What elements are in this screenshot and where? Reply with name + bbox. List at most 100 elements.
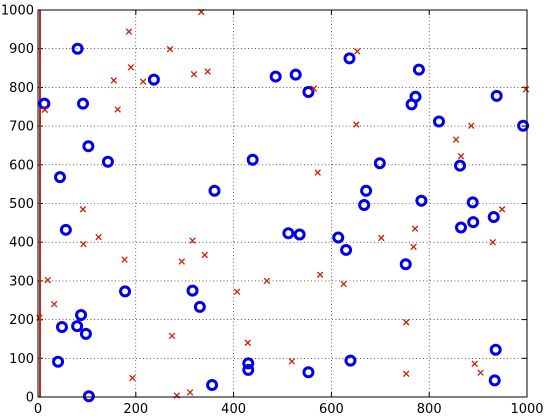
x-point [125, 28, 133, 35]
x-tick-label: 800 [417, 402, 442, 417]
x-point [316, 271, 324, 278]
circle-point [302, 86, 315, 99]
x-point [50, 300, 58, 308]
circle-point [79, 327, 92, 340]
circle-point [119, 285, 132, 298]
circle-point [289, 68, 302, 81]
circle-point [147, 73, 160, 86]
circle-point [344, 354, 357, 367]
x-point [244, 339, 252, 347]
circle-point [293, 228, 306, 241]
circle-point [432, 115, 445, 128]
x-point [471, 360, 478, 367]
x-point [477, 369, 484, 376]
axes-box [37, 9, 528, 398]
x-point [340, 280, 347, 288]
x-tick-label: 200 [123, 402, 148, 417]
circle-point [82, 140, 95, 153]
y-tick-label: 100 [9, 352, 34, 367]
x-point [114, 106, 121, 113]
y-tick-label: 600 [9, 158, 34, 173]
circle-point [246, 153, 259, 166]
x-point [166, 45, 174, 53]
x-point [204, 68, 211, 75]
x-tick-label: 600 [319, 402, 344, 417]
circle-point [59, 223, 72, 236]
tick-labels: 0 200 400 600 800 1000 0 100 200 300 400 500 600 700 8… [1, 4, 544, 418]
circle-point [490, 89, 503, 102]
x-point [452, 136, 460, 143]
circle-point [52, 355, 65, 368]
y-tick-label: 800 [9, 81, 34, 96]
x-tick-label: 0 [34, 402, 42, 417]
x-point [288, 358, 296, 365]
circle-point [186, 284, 199, 297]
circle-point [76, 97, 89, 110]
circle-point [38, 97, 51, 110]
x-point [168, 332, 176, 340]
x-point [129, 374, 136, 382]
plot-area [38, 10, 527, 397]
circle-point [101, 155, 114, 168]
circle-point [360, 184, 373, 197]
x-point [139, 78, 147, 85]
x-point [457, 153, 465, 160]
circle-point [487, 211, 500, 224]
y-tick-label: 200 [9, 313, 34, 328]
circle-point [206, 379, 219, 392]
x-point [314, 169, 321, 176]
y-tick-label: 700 [9, 120, 34, 135]
x-point [410, 243, 417, 251]
circle-point [517, 119, 530, 132]
x-point [378, 234, 385, 242]
x-point [80, 240, 87, 248]
y-tick-label: 300 [9, 274, 34, 289]
y-tick-label: 500 [9, 197, 34, 212]
x-point [79, 206, 87, 213]
circle-point [71, 42, 84, 55]
x-point [178, 258, 186, 265]
circle-point [373, 157, 386, 170]
x-point [498, 206, 506, 213]
x-point [127, 64, 135, 71]
circle-point [466, 196, 479, 209]
x-point [110, 77, 118, 84]
x-point [263, 277, 271, 285]
circle-point [71, 320, 84, 333]
x-point [489, 238, 497, 246]
circle-point [488, 374, 501, 387]
x-point [186, 389, 194, 396]
circle-point [302, 366, 315, 379]
x-point [95, 233, 102, 241]
circle-point [343, 52, 356, 65]
circle-point [340, 243, 353, 256]
x-point [44, 276, 52, 284]
circle-point [193, 300, 206, 313]
x-point [121, 256, 128, 263]
circle-point [405, 98, 418, 111]
x-point [201, 251, 209, 259]
x-point [353, 121, 360, 128]
circle-point [75, 308, 88, 321]
y-tick-label: 1000 [1, 4, 34, 19]
x-point [41, 106, 49, 114]
y-tick-label: 900 [9, 42, 34, 57]
x-point [189, 237, 196, 244]
y-tick-label: 0 [26, 391, 34, 406]
x-point [402, 370, 410, 378]
circle-point [358, 199, 371, 212]
circle-point [242, 363, 255, 376]
circle-point [467, 216, 480, 229]
circle-point [269, 70, 282, 83]
x-point [233, 288, 241, 295]
data-points [36, 8, 530, 403]
circle-point [454, 221, 467, 234]
circle-point [242, 357, 255, 370]
circle-point [82, 390, 95, 403]
x-point [190, 70, 198, 78]
circle-point [399, 258, 412, 271]
circle-point [54, 171, 67, 184]
circle-point [454, 159, 467, 172]
x-point [354, 48, 361, 55]
